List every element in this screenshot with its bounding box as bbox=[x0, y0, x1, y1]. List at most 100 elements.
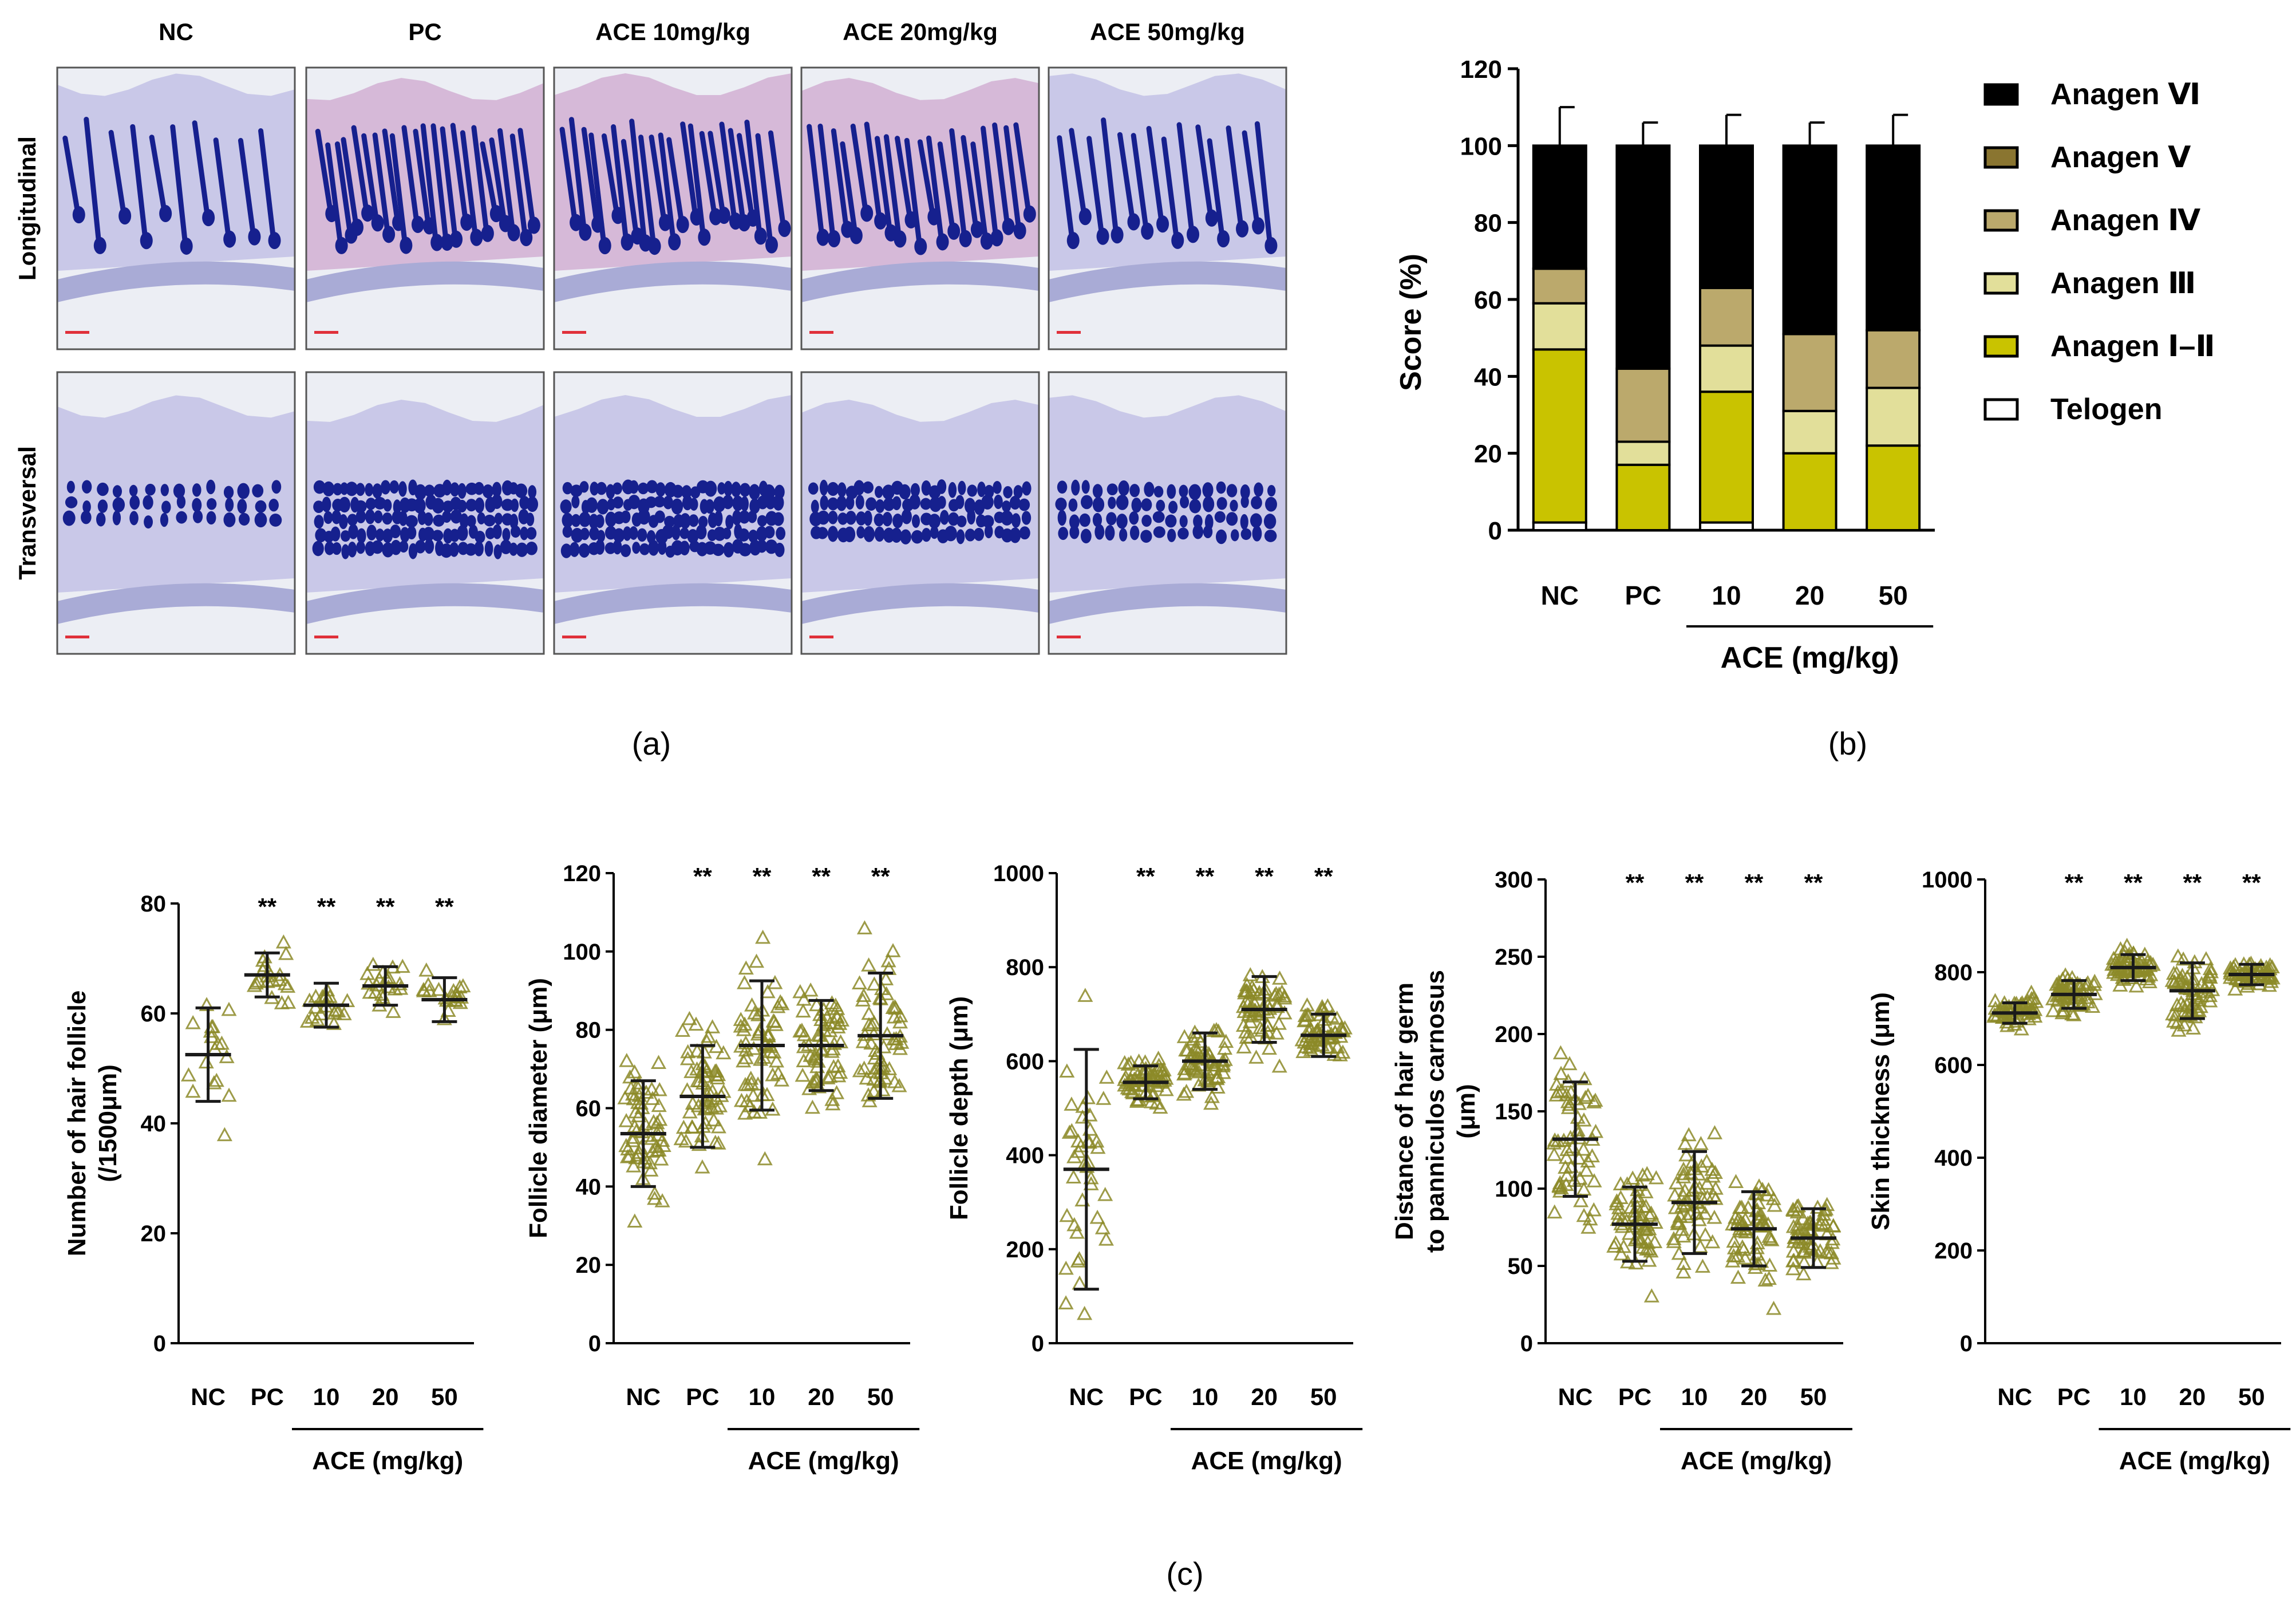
data-point bbox=[701, 1093, 717, 1108]
follicle-bulb bbox=[1236, 220, 1249, 238]
data-point bbox=[683, 1064, 700, 1078]
image-border bbox=[800, 66, 1040, 350]
follicle-section bbox=[398, 540, 409, 553]
legend-swatch bbox=[1983, 398, 2019, 421]
follicle-section bbox=[621, 510, 631, 523]
follicle-section bbox=[722, 495, 734, 510]
group-label: ACE (mg/kg) bbox=[748, 1447, 899, 1475]
data-point bbox=[1580, 1153, 1596, 1168]
follicle-bulb bbox=[180, 237, 193, 255]
follicle-section bbox=[501, 499, 514, 511]
data-point bbox=[1236, 1039, 1252, 1053]
follicle-bulb bbox=[202, 209, 215, 227]
y-tick-label: 250 bbox=[1495, 945, 1533, 970]
y-axis-title: Follicle diameter (μm) bbox=[524, 978, 552, 1238]
data-point bbox=[1298, 1012, 1314, 1027]
follicle-section bbox=[516, 542, 528, 557]
dermis-layer bbox=[801, 400, 1039, 593]
image-border bbox=[56, 66, 296, 350]
image-border bbox=[56, 371, 296, 655]
follicle-section bbox=[820, 495, 829, 511]
data-point bbox=[710, 1119, 726, 1134]
data-point bbox=[1098, 1232, 1114, 1246]
data-point bbox=[2227, 981, 2243, 996]
data-point bbox=[436, 1011, 452, 1025]
hair-follicle bbox=[699, 131, 717, 218]
follicle-section bbox=[1081, 480, 1090, 494]
follicle-section bbox=[672, 484, 684, 498]
y-tick-label: 400 bbox=[1006, 1143, 1044, 1169]
data-point bbox=[833, 1012, 850, 1027]
follicle-section bbox=[484, 540, 493, 557]
follicle-section bbox=[1240, 514, 1248, 530]
x-category-label: NC bbox=[1541, 581, 1579, 610]
data-point bbox=[1242, 967, 1258, 981]
follicle-section bbox=[345, 482, 358, 496]
data-point bbox=[1071, 1251, 1088, 1265]
hair-follicle bbox=[1013, 122, 1032, 215]
data-point bbox=[629, 1123, 645, 1138]
follicle-section bbox=[695, 524, 707, 540]
data-point bbox=[680, 1044, 696, 1059]
follicle-section bbox=[192, 498, 202, 512]
significance-mark: ** bbox=[2183, 869, 2202, 896]
data-point bbox=[716, 1045, 732, 1060]
data-point bbox=[416, 983, 432, 997]
legend-swatch bbox=[1983, 83, 2019, 106]
data-point bbox=[2261, 977, 2277, 992]
significance-mark: ** bbox=[1685, 869, 1704, 896]
follicle-bulb bbox=[527, 216, 540, 234]
x-category-label: 20 bbox=[808, 1383, 835, 1410]
data-point bbox=[1238, 1024, 1254, 1039]
y-tick-label: 0 bbox=[1488, 517, 1502, 545]
follicle-section bbox=[422, 527, 435, 542]
data-point bbox=[1647, 1234, 1663, 1249]
data-point bbox=[2227, 957, 2243, 972]
data-point bbox=[1064, 1096, 1080, 1111]
data-point bbox=[1178, 1042, 1194, 1057]
follicle-section bbox=[382, 512, 393, 525]
legend-swatch bbox=[1983, 335, 2019, 358]
hair-follicle bbox=[961, 135, 979, 230]
data-point bbox=[1329, 1010, 1345, 1025]
hair-follicle bbox=[629, 119, 647, 244]
follicle-section bbox=[355, 483, 365, 496]
data-point bbox=[737, 1105, 753, 1120]
follicle-section bbox=[509, 542, 518, 556]
data-point bbox=[1694, 1258, 1710, 1273]
follicle-section bbox=[390, 524, 401, 539]
follicle-section bbox=[866, 497, 877, 511]
follicle-section bbox=[129, 484, 138, 497]
data-point bbox=[828, 1008, 844, 1023]
histology-image bbox=[801, 372, 1039, 654]
data-point bbox=[2024, 984, 2040, 999]
data-point bbox=[1699, 1175, 1715, 1190]
y-tick-label: 40 bbox=[141, 1111, 167, 1137]
data-point bbox=[1707, 1165, 1723, 1179]
muscle-layer bbox=[57, 261, 295, 302]
data-point bbox=[710, 1067, 726, 1082]
follicle-section bbox=[1254, 482, 1263, 497]
follicle-section bbox=[415, 540, 426, 554]
follicle-bulb bbox=[350, 219, 363, 236]
follicle-section bbox=[1119, 528, 1128, 542]
follicle-section bbox=[348, 523, 358, 539]
data-point bbox=[1639, 1166, 1655, 1181]
histology-image bbox=[306, 68, 544, 349]
histology-panel: NC PC ACE 10mg/kg ACE 20mg/kg ACE 50mg/kg Lon… bbox=[14, 18, 1287, 655]
follicle-section bbox=[595, 514, 604, 528]
follicle-section bbox=[1177, 527, 1189, 540]
follicle-section bbox=[571, 514, 581, 527]
histology-image bbox=[554, 68, 792, 349]
hair-follicle bbox=[926, 135, 945, 242]
hair-follicle bbox=[621, 139, 639, 236]
hair-follicle bbox=[992, 122, 1010, 227]
follicle-section bbox=[1189, 499, 1202, 514]
follicle-section bbox=[432, 530, 444, 542]
data-point bbox=[1697, 1227, 1713, 1241]
data-point bbox=[1553, 1180, 1570, 1195]
data-point bbox=[385, 1004, 401, 1018]
data-point bbox=[1065, 1169, 1081, 1183]
follicle-section bbox=[176, 495, 186, 509]
significance-mark: ** bbox=[258, 893, 276, 920]
